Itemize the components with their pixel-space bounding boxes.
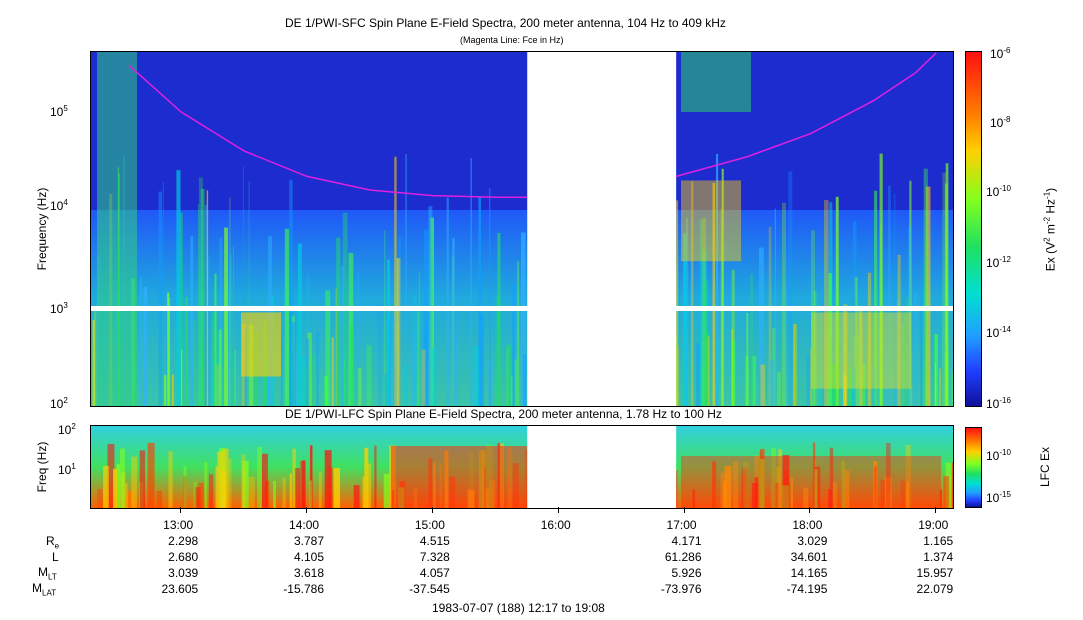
sfc-cbar-tick-1e-10: 10-10 <box>986 184 1011 199</box>
lfc-colorbar <box>965 427 982 508</box>
x-tick-mark <box>683 507 685 513</box>
ephem-value-l: 4.105 <box>293 550 325 564</box>
x-tick-mark <box>809 507 811 513</box>
lfc-ytick-1e1: 101 <box>58 462 76 477</box>
x-tick-label: 19:00 <box>918 518 949 532</box>
sfc-ytick-1e3: 103 <box>50 301 68 316</box>
sfc-cbar-tick-1e-6: 10-6 <box>990 46 1011 61</box>
ephem-value-mlat: -74.195 <box>786 582 828 596</box>
sfc-title: DE 1/PWI-SFC Spin Plane E-Field Spectra,… <box>285 16 726 30</box>
sfc-cbar-tick-1e-8: 10-8 <box>990 115 1011 130</box>
x-tick-mark <box>431 507 433 513</box>
ephem-label-re: Re <box>46 534 60 551</box>
sfc-spectrogram <box>90 51 954 407</box>
ephem-value-re: 3.787 <box>293 534 325 548</box>
ephem-value-mlt: 3.039 <box>168 566 199 580</box>
ephem-value-re: 3.029 <box>797 534 828 548</box>
lfc-title: DE 1/PWI-LFC Spin Plane E-Field Spectra,… <box>285 407 722 421</box>
ephem-label-mlt: MLT <box>38 565 57 582</box>
ephem-value-l: 2.680 <box>168 550 199 564</box>
x-tick-mark <box>180 507 182 513</box>
footer-date-range: 1983-07-07 (188) 12:17 to 19:08 <box>432 601 605 615</box>
sfc-colorbar <box>965 51 982 407</box>
ephem-value-mlt: 4.057 <box>419 566 450 580</box>
ephem-value-mlat: 22.079 <box>916 582 954 596</box>
sfc-cbar-tick-1e-14: 10-14 <box>986 325 1011 340</box>
x-tick-mark <box>306 507 308 513</box>
ephem-value-mlat: 23.605 <box>161 582 199 596</box>
ephem-value-mlt: 3.618 <box>293 566 325 580</box>
ephem-value-re: 4.171 <box>671 534 702 548</box>
x-tick-mark <box>557 507 559 513</box>
ephem-label-l: L <box>52 550 59 564</box>
ephem-value-re: 4.515 <box>419 534 450 548</box>
sfc-cbar-tick-1e-12: 10-12 <box>986 255 1011 270</box>
sfc-ytick-1e4: 104 <box>50 198 68 213</box>
sfc-ylabel: Frequency (Hz) <box>35 187 49 271</box>
lfc-spectrogram-canvas <box>91 426 953 508</box>
x-tick-label: 13:00 <box>163 518 194 532</box>
ephem-value-mlat: -73.976 <box>660 582 702 596</box>
x-tick-label: 14:00 <box>289 518 320 532</box>
ephem-value-mlt: 5.926 <box>671 566 702 580</box>
sfc-colorbar-label: Ex (V2 m-2 Hz-1) <box>1042 187 1058 272</box>
ephem-value-l: 7.328 <box>419 550 450 564</box>
ephem-value-mlat: -37.545 <box>409 582 450 596</box>
ephem-value-mlt: 15.957 <box>916 566 954 580</box>
lfc-colorbar-label: LFC Ex <box>1038 447 1052 488</box>
sfc-spectrogram-canvas <box>91 52 953 406</box>
sfc-ytick-1e5: 105 <box>50 104 68 119</box>
x-tick-mark <box>935 507 937 513</box>
ephem-value-l: 34.601 <box>790 550 828 564</box>
ephem-value-l: 61.286 <box>664 550 702 564</box>
lfc-ylabel: Freq (Hz) <box>35 441 49 493</box>
ephem-value-mlat: -15.786 <box>283 582 325 596</box>
x-tick-label: 16:00 <box>540 518 571 532</box>
ephem-label-mlat: MLAT <box>32 581 57 598</box>
lfc-ytick-1e2: 102 <box>58 422 76 437</box>
ephem-value-re: 2.298 <box>168 534 199 548</box>
ephem-value-mlt: 14.165 <box>790 566 828 580</box>
ephem-value-l: 1.374 <box>923 550 954 564</box>
lfc-cbar-tick-1e-10: 10-10 <box>986 448 1011 463</box>
sfc-cbar-tick-1e-16: 10-16 <box>986 396 1011 411</box>
lfc-spectrogram <box>90 425 954 509</box>
x-tick-label: 18:00 <box>792 518 823 532</box>
ephem-value-re: 1.165 <box>923 534 954 548</box>
x-tick-label: 15:00 <box>414 518 445 532</box>
sfc-subtitle: (Magenta Line: Fce in Hz) <box>460 35 564 45</box>
x-tick-label: 17:00 <box>666 518 697 532</box>
lfc-cbar-tick-1e-15: 10-15 <box>986 490 1011 505</box>
sfc-ytick-1e2: 102 <box>50 396 68 411</box>
